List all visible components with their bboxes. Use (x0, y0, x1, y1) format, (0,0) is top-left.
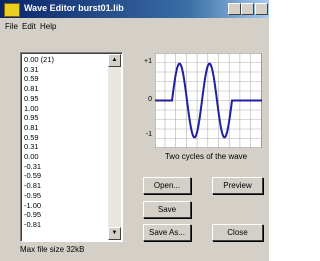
preview-button[interactable]: Preview (212, 177, 263, 194)
scroll-up[interactable]: ▲ (108, 54, 121, 67)
list-item[interactable]: 0.59 (24, 133, 39, 142)
y-label: -1 (140, 131, 152, 138)
graph-caption: Two cycles of the wave (150, 152, 262, 161)
y-label: 0 (140, 96, 152, 103)
list-item[interactable]: -0.95 (24, 210, 41, 219)
list-item[interactable]: 0.00 (21) (24, 55, 54, 64)
wave-graph (155, 53, 262, 148)
menu-item[interactable]: Help (40, 22, 56, 31)
list-item[interactable]: -0.31 (24, 162, 41, 171)
list-item[interactable]: -1.00 (24, 201, 41, 210)
menu-item[interactable]: File (5, 22, 18, 31)
status-text: Max file size 32kB (20, 245, 84, 254)
open-button[interactable]: Open... (143, 177, 191, 194)
save-as-button[interactable]: Save As... (143, 224, 191, 241)
list-item[interactable]: 0.31 (24, 65, 39, 74)
scrollbar[interactable]: ▲ ▼ (108, 54, 121, 240)
list-item[interactable]: 0.59 (24, 74, 39, 83)
scroll-down[interactable]: ▼ (108, 227, 121, 240)
list-item[interactable]: 0.95 (24, 113, 39, 122)
close-window-button[interactable] (255, 3, 268, 15)
save-button[interactable]: Save (143, 201, 191, 218)
maximize-button[interactable] (241, 3, 254, 15)
list-item[interactable]: 0.81 (24, 123, 39, 132)
list-item[interactable]: 0.95 (24, 94, 39, 103)
menu-item[interactable]: Edit (22, 22, 36, 31)
list-item[interactable]: 0.81 (24, 84, 39, 93)
window-title: Wave Editor burst01.lib (24, 3, 124, 13)
close-button[interactable]: Close (212, 224, 263, 241)
minimize-button[interactable] (228, 3, 241, 15)
list-item[interactable]: 0.31 (24, 142, 39, 151)
list-item[interactable]: -0.81 (24, 220, 41, 229)
window: Wave Editor burst01.lib File Edit Help ▲… (0, 0, 269, 261)
title-bar: Wave Editor burst01.lib (0, 0, 269, 18)
list-item[interactable]: -0.59 (24, 171, 41, 180)
app-icon (4, 3, 20, 17)
list-item[interactable]: 0.00 (24, 152, 39, 161)
y-label: +1 (140, 58, 152, 65)
list-item[interactable]: 1.00 (24, 104, 39, 113)
list-item[interactable]: -0.81 (24, 181, 41, 190)
list-item[interactable]: -0.95 (24, 191, 41, 200)
